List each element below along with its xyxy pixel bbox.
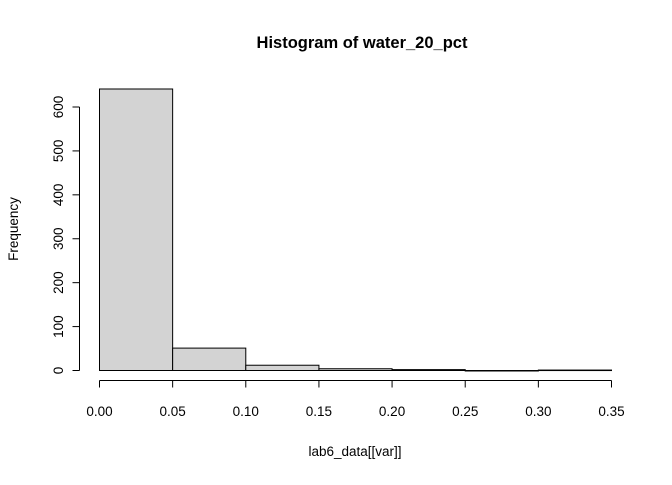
histogram-bar-5 [464,370,539,372]
y-axis: 0 100 200 300 400 500 600 [51,96,80,375]
x-tick-label-6: 0.30 [525,404,551,419]
x-tick-label-3: 0.15 [306,404,332,419]
histogram-bar-6 [537,369,612,372]
y-tick-label-2: 200 [51,271,66,294]
x-tick-label-7: 0.35 [598,404,624,419]
x-tick-label-5: 0.25 [452,404,478,419]
y-tick-label-6: 600 [51,96,66,119]
histogram-bar-1 [172,347,247,372]
x-tick-label-1: 0.05 [160,404,186,419]
bars-layer [99,88,612,372]
histogram-bar-0 [99,88,174,371]
x-tick-label-2: 0.10 [233,404,259,419]
y-tick-label-4: 400 [51,184,66,207]
histogram-bar-3 [318,368,393,372]
chart-title: Histogram of water_20_pct [257,34,468,52]
x-tick-label-0: 0.00 [86,404,112,419]
y-axis-label: Frequency [6,197,21,261]
y-tick-label-1: 100 [51,315,66,338]
x-axis-label: lab6_data[[var]] [308,444,401,459]
x-tick-label-4: 0.20 [379,404,405,419]
histogram-bar-4 [391,369,466,372]
y-tick-label-5: 500 [51,140,66,163]
x-axis: 0.00 0.05 0.10 0.15 0.20 0.25 0.30 0.35 [86,380,625,419]
y-tick-label-3: 300 [51,227,66,250]
y-tick-label-0: 0 [51,367,66,375]
histogram-bar-2 [245,364,320,372]
